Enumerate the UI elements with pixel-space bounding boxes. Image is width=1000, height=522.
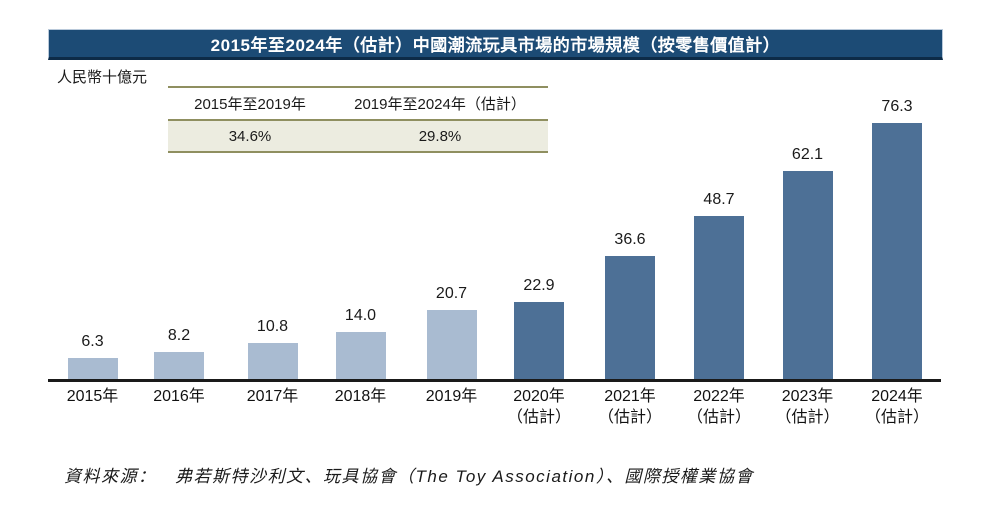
bar-estimated <box>782 171 833 379</box>
x-axis-label-2016年: 2016年 <box>153 388 205 405</box>
chart-title: 2015年至2024年（估計）中國潮流玩具市場的市場規模（按零售價值計） <box>210 36 781 55</box>
cagr-period-2: 2019年至2024年（估計） <box>354 96 526 113</box>
x-axis-label-2018年: 2018年 <box>334 388 387 405</box>
x-axis-label-2022年: 2022年 （估計） <box>686 388 751 426</box>
plot-area: 6.3 2015年 8.2 2016年 10.8 2017年 14.0 2018年 20.7 20… <box>48 92 941 426</box>
cagr-header-row: 2015年至2019年 2019年至2024年（估計） <box>168 88 548 121</box>
bar-historical <box>67 358 118 379</box>
source-note: 資料來源： 弗若斯特沙利文、玩具協會（The Toy Association）、… <box>64 467 754 486</box>
x-axis-label-2017年: 2017年 <box>246 388 299 405</box>
bar-value-label: 62.1 <box>791 146 824 163</box>
bar-estimated <box>694 216 744 379</box>
bar-column-2017年: 10.8 <box>247 318 298 379</box>
x-axis-label-2021年: 2021年 （估計） <box>597 388 662 426</box>
bar-value-label: 14.0 <box>344 307 377 324</box>
y-axis-unit-label: 人民幣十億元 <box>57 69 148 86</box>
bar-column-2020年: 22.9 <box>514 277 564 379</box>
cagr-period-1: 2015年至2019年 <box>194 96 306 113</box>
bar-historical <box>335 332 386 379</box>
bar-value-label: 36.6 <box>614 231 646 248</box>
cagr-value-row: 34.6% 29.8% <box>168 121 548 153</box>
x-axis-label-2024年: 2024年 （估計） <box>864 388 929 426</box>
bar-column-2024年: 76.3 <box>872 98 922 379</box>
x-axis-label-2020年: 2020年 （估計） <box>506 388 571 426</box>
bar-value-label: 10.8 <box>256 318 289 335</box>
bar-estimated <box>605 256 655 379</box>
bar-column-2023年: 62.1 <box>782 146 833 379</box>
bar-column-2018年: 14.0 <box>335 307 386 379</box>
bar-value-label: 20.7 <box>435 285 468 302</box>
bar-column-2022年: 48.7 <box>694 191 744 379</box>
chart-title-bar: 2015年至2024年（估計）中國潮流玩具市場的市場規模（按零售價值計） <box>48 29 943 60</box>
bar-estimated <box>514 302 564 379</box>
bar-historical <box>426 310 477 379</box>
bar-value-label: 6.3 <box>81 333 104 350</box>
bar-value-label: 8.2 <box>167 327 191 344</box>
x-axis-label-2019年: 2019年 <box>425 388 478 405</box>
bar-value-label: 48.7 <box>703 191 735 208</box>
cagr-value-1: 34.6% <box>228 127 272 145</box>
x-axis-label-2023年: 2023年 （估計） <box>775 388 840 426</box>
cagr-table: 2015年至2019年 2019年至2024年（估計） 34.6% 29.8% <box>168 86 548 153</box>
bar-value-label: 22.9 <box>523 277 555 294</box>
cagr-value-2: 29.8% <box>418 127 462 145</box>
bar-estimated <box>872 123 922 379</box>
bar-column-2019年: 20.7 <box>426 285 477 379</box>
bar-historical <box>154 352 204 379</box>
bar-column-2015年: 6.3 <box>67 333 118 379</box>
bar-column-2016年: 8.2 <box>154 327 204 379</box>
bar-column-2021年: 36.6 <box>605 231 655 379</box>
bar-value-label: 76.3 <box>881 98 913 115</box>
bar-historical <box>247 343 298 379</box>
x-axis-label-2015年: 2015年 <box>66 388 119 405</box>
